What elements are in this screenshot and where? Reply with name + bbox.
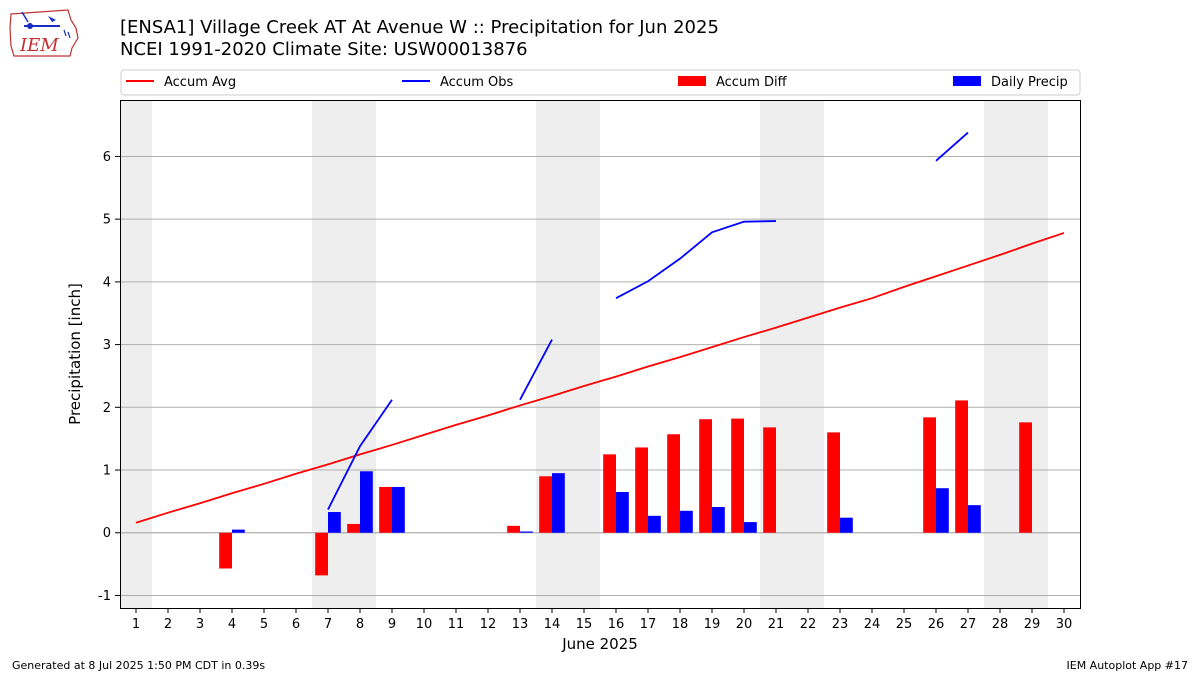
legend-label-accum-diff: Accum Diff bbox=[716, 75, 788, 90]
y-axis-label: Precipitation [inch] bbox=[66, 283, 84, 425]
x-tick-label: 11 bbox=[448, 617, 465, 632]
accum-diff-bar bbox=[731, 418, 744, 533]
x-tick-label: 28 bbox=[992, 617, 1009, 632]
daily-precip-bar bbox=[648, 515, 661, 533]
x-tick-label: 27 bbox=[960, 617, 977, 632]
accum-obs-line bbox=[327, 399, 393, 510]
accum-diff-bar bbox=[955, 400, 968, 533]
accum-diff-bar bbox=[315, 532, 328, 576]
legend-swatch-accum-diff bbox=[678, 76, 706, 86]
accum-diff-bar bbox=[539, 476, 552, 533]
daily-precip-bar bbox=[360, 471, 373, 533]
accum-diff-bar bbox=[667, 434, 680, 533]
accum-diff-bar bbox=[827, 432, 840, 533]
accum-diff-bar bbox=[219, 532, 232, 569]
accum-obs-line bbox=[935, 131, 969, 162]
x-tick-label: 30 bbox=[1056, 617, 1073, 632]
x-tick-label: 22 bbox=[800, 617, 817, 632]
accum-diff-bar bbox=[763, 427, 776, 533]
x-tick-label: 4 bbox=[228, 617, 236, 632]
x-tick-label: 15 bbox=[576, 617, 593, 632]
legend-box bbox=[120, 69, 1081, 96]
daily-precip-bar bbox=[520, 531, 533, 533]
chart-title: [ENSA1] Village Creek AT At Avenue W :: … bbox=[120, 17, 719, 38]
x-tick-label: 8 bbox=[356, 617, 364, 632]
plot-frame bbox=[120, 100, 1081, 609]
footer-app: IEM Autoplot App #17 bbox=[1066, 659, 1189, 672]
accum-diff-bar bbox=[699, 419, 712, 533]
x-tick-label: 23 bbox=[832, 617, 849, 632]
y-tick-label: 5 bbox=[103, 213, 111, 228]
y-tick-label: -1 bbox=[98, 589, 111, 604]
x-tick-label: 1 bbox=[132, 617, 140, 632]
x-tick-label: 21 bbox=[768, 617, 785, 632]
x-tick-label: 6 bbox=[292, 617, 300, 632]
accum-diff-bar bbox=[347, 523, 360, 533]
accum-diff-bar bbox=[1019, 422, 1032, 533]
y-tick-label: 1 bbox=[103, 464, 111, 479]
daily-precip-bar bbox=[744, 522, 757, 533]
x-axis-label: June 2025 bbox=[561, 635, 638, 653]
accum-avg-line bbox=[135, 232, 1065, 524]
y-tick-label: 6 bbox=[103, 150, 111, 165]
daily-precip-bar bbox=[712, 507, 725, 533]
daily-precip-bar bbox=[392, 486, 405, 533]
logo-text: IEM bbox=[19, 35, 59, 56]
daily-precip-bar bbox=[840, 517, 853, 533]
x-tick-label: 12 bbox=[480, 617, 497, 632]
daily-precip-bar bbox=[616, 491, 629, 533]
x-tick-label: 17 bbox=[640, 617, 657, 632]
x-tick-label: 19 bbox=[704, 617, 721, 632]
daily-precip-bar bbox=[680, 510, 693, 533]
weekend-band bbox=[120, 100, 152, 608]
accum-diff-bar bbox=[635, 447, 648, 533]
x-tick-label: 16 bbox=[608, 617, 625, 632]
y-tick-label: 0 bbox=[103, 526, 111, 541]
daily-precip-bar bbox=[968, 505, 981, 533]
x-tick-label: 14 bbox=[544, 617, 561, 632]
x-tick-label: 24 bbox=[864, 617, 881, 632]
x-tick-label: 20 bbox=[736, 617, 753, 632]
x-tick-label: 7 bbox=[324, 617, 332, 632]
accum-obs-line bbox=[519, 339, 553, 401]
daily-precip-bar bbox=[232, 529, 245, 533]
x-tick-label: 3 bbox=[196, 617, 204, 632]
chart-subtitle: NCEI 1991-2020 Climate Site: USW00013876 bbox=[120, 39, 528, 60]
accum-diff-bar bbox=[379, 486, 392, 533]
legend-label-accum-obs: Accum Obs bbox=[440, 75, 513, 90]
x-tick-label: 2 bbox=[164, 617, 172, 632]
x-tick-label: 5 bbox=[260, 617, 268, 632]
x-tick-label: 25 bbox=[896, 617, 913, 632]
footer-generated: Generated at 8 Jul 2025 1:50 PM CDT in 0… bbox=[12, 659, 266, 672]
legend-label-daily-precip: Daily Precip bbox=[991, 75, 1068, 90]
daily-precip-bar bbox=[936, 488, 949, 533]
daily-precip-bar bbox=[328, 512, 341, 533]
legend-label-accum-avg: Accum Avg bbox=[164, 75, 236, 90]
y-tick-label: 2 bbox=[103, 401, 111, 416]
y-tick-label: 4 bbox=[103, 275, 111, 290]
accum-obs-line bbox=[615, 220, 777, 299]
iem-logo: IEM bbox=[9, 9, 79, 57]
x-tick-label: 18 bbox=[672, 617, 689, 632]
x-tick-label: 26 bbox=[928, 617, 945, 632]
x-tick-label: 9 bbox=[388, 617, 396, 632]
weekend-band bbox=[984, 100, 1048, 608]
legend: Accum Avg Accum Obs Accum Diff Daily Pre… bbox=[120, 69, 1081, 96]
x-tick-label: 13 bbox=[512, 617, 529, 632]
accum-diff-bar bbox=[507, 525, 520, 533]
y-tick-label: 3 bbox=[103, 338, 111, 353]
accum-diff-bar bbox=[603, 454, 616, 533]
daily-precip-bar bbox=[552, 473, 565, 533]
accum-diff-bar bbox=[923, 417, 936, 533]
x-tick-label: 29 bbox=[1024, 617, 1041, 632]
x-tick-label: 10 bbox=[416, 617, 433, 632]
legend-swatch-daily-precip bbox=[953, 76, 981, 86]
